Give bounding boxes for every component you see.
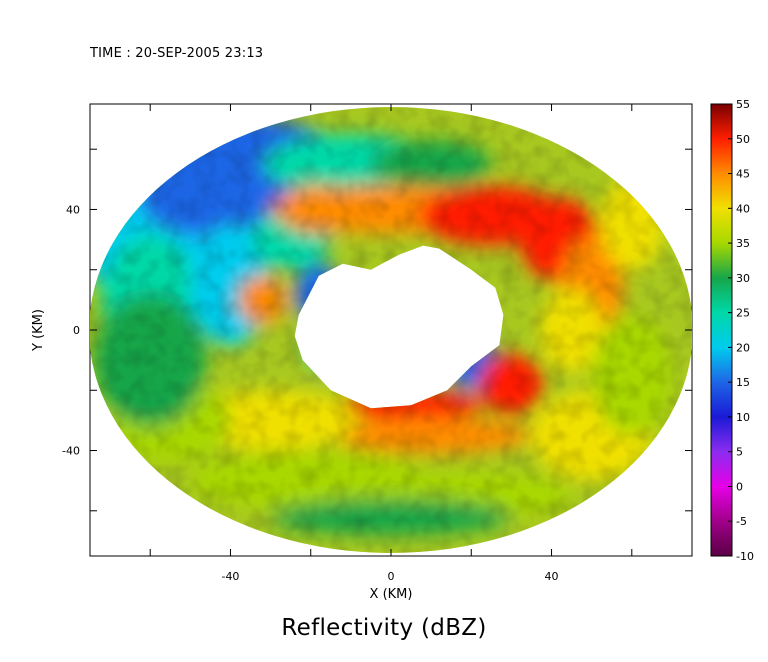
y-tick-label: 40	[66, 203, 80, 216]
y-tick-label: 0	[73, 324, 80, 337]
colorbar-gradient	[710, 103, 733, 557]
colorbar-tick-label: 15	[736, 376, 750, 389]
colorbar-tick-label: 25	[736, 307, 750, 320]
colorbar-tick-label: 10	[736, 411, 750, 424]
chart-title: Reflectivity (dBZ)	[281, 615, 487, 641]
x-tick-label: 40	[545, 570, 559, 583]
colorbar-tick-label: -10	[736, 550, 754, 563]
x-tick-label: 0	[388, 570, 395, 583]
colorbar-tick-label: 45	[736, 168, 750, 181]
colorbar-tick-label: 30	[736, 272, 750, 285]
colorbar-tick-label: 5	[736, 446, 743, 459]
y-axis-label: Y (KM)	[31, 309, 46, 352]
colorbar-tick-label: 40	[736, 202, 750, 215]
x-axis-label: X (KM)	[370, 587, 413, 602]
colorbar-tick-label: 0	[736, 480, 743, 493]
colorbar-tick-label: 35	[736, 237, 750, 250]
colorbar-tick-label: -5	[736, 515, 747, 528]
colorbar-tick-label: 55	[736, 98, 750, 111]
axes: -40 0 40 40 0 -40	[62, 104, 692, 583]
colorbar-tick-label: 20	[736, 341, 750, 354]
colorbar-tick-label: 50	[736, 133, 750, 146]
y-tick-label: -40	[62, 445, 80, 458]
x-tick-label: -40	[221, 570, 239, 583]
time-label: TIME : 20-SEP-2005 23:13	[90, 46, 264, 61]
